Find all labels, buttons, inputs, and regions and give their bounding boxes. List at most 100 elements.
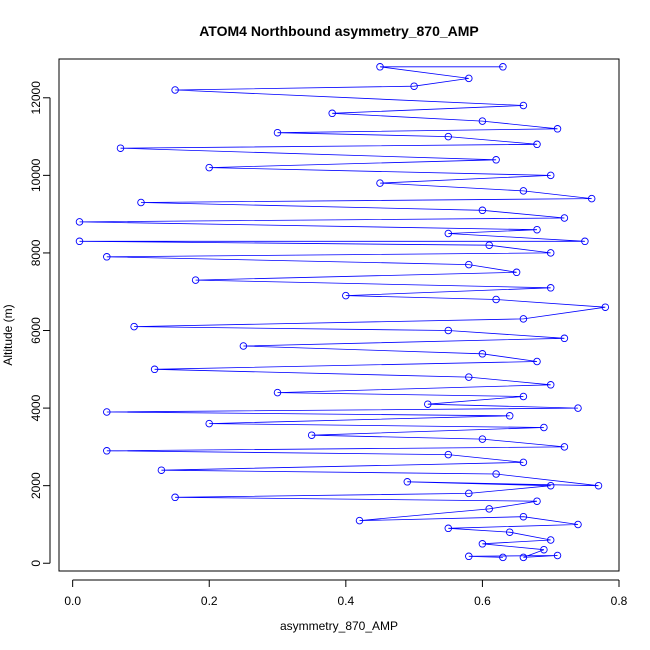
data-point xyxy=(540,423,548,432)
data-point xyxy=(553,551,562,560)
data-point xyxy=(342,291,350,300)
data-point xyxy=(546,536,555,544)
data-point xyxy=(478,117,487,125)
data-point xyxy=(594,481,603,490)
data-point xyxy=(533,225,541,234)
data-point xyxy=(465,552,473,561)
data-point xyxy=(444,132,453,141)
data-point xyxy=(75,237,84,246)
data-point xyxy=(533,357,541,366)
data-point xyxy=(130,322,138,331)
data-point xyxy=(116,144,125,152)
data-point xyxy=(587,194,596,203)
data-point xyxy=(150,365,159,374)
data-point xyxy=(355,516,364,525)
data-point xyxy=(157,466,166,474)
data-point xyxy=(499,63,507,71)
data-point xyxy=(546,481,555,490)
y-tick-label: 0 xyxy=(29,560,43,567)
data-point xyxy=(533,497,541,505)
data-point xyxy=(103,408,111,416)
data-point xyxy=(519,392,528,401)
data-point xyxy=(478,435,487,443)
data-point xyxy=(519,512,528,521)
data-point xyxy=(171,493,179,502)
data-point xyxy=(519,458,528,467)
data-point xyxy=(492,156,500,164)
data-point xyxy=(512,268,521,277)
data-point xyxy=(239,342,248,350)
data-point xyxy=(376,179,384,187)
data-point xyxy=(137,198,145,207)
data-point xyxy=(546,381,555,389)
data-point xyxy=(273,388,282,397)
data-point xyxy=(465,260,473,269)
data-point xyxy=(171,86,179,94)
data-point xyxy=(485,505,493,513)
data-point xyxy=(546,171,555,180)
chart-title: ATOM4 Northbound asymmetry_870_AMP xyxy=(199,23,479,39)
data-point xyxy=(478,206,487,215)
data-point xyxy=(505,528,514,536)
data-point xyxy=(444,229,453,238)
data-point xyxy=(540,545,548,554)
data-point xyxy=(465,489,473,498)
plot-frame xyxy=(58,58,620,572)
data-point xyxy=(560,334,569,343)
series-line xyxy=(79,66,606,558)
data-point xyxy=(553,125,562,133)
data-point xyxy=(444,326,453,335)
data-point xyxy=(273,128,282,137)
data-point xyxy=(533,140,541,149)
data-point xyxy=(75,218,84,226)
x-tick-label: 0.2 xyxy=(201,594,218,608)
data-point xyxy=(519,101,528,110)
data-point xyxy=(478,350,487,358)
data-point xyxy=(410,82,418,90)
data-point xyxy=(328,109,336,118)
y-tick-label: 12000 xyxy=(29,81,43,115)
axes-layer: 0.0 0.2 0.4 0.6 0.8 0 2000 4000 6000 8000 10000 120… xyxy=(29,58,628,608)
x-tick-label: 0.8 xyxy=(611,594,628,608)
data-point xyxy=(376,63,384,71)
data-point xyxy=(444,524,453,533)
data-point xyxy=(519,315,528,323)
data-point xyxy=(581,237,589,246)
data-point xyxy=(574,404,582,412)
data-point xyxy=(546,249,555,257)
y-tick-label: 10000 xyxy=(29,158,43,192)
data-point xyxy=(403,478,412,486)
data-point xyxy=(560,443,569,451)
data-point xyxy=(444,450,453,459)
data-point xyxy=(574,520,582,529)
y-tick-label: 4000 xyxy=(29,394,43,421)
x-axis-label: asymmetry_870_AMP xyxy=(280,619,398,633)
data-point xyxy=(505,412,514,420)
data-point xyxy=(191,276,200,284)
data-point xyxy=(205,419,213,428)
x-tick-label: 0.6 xyxy=(474,594,491,608)
data-point xyxy=(492,470,500,478)
data-point xyxy=(485,241,493,249)
data-layer xyxy=(75,63,610,562)
data-point xyxy=(103,447,111,455)
data-point xyxy=(307,431,316,439)
data-point xyxy=(465,373,473,381)
data-point xyxy=(103,253,111,261)
y-tick-label: 6000 xyxy=(29,317,43,344)
x-tick-label: 0.4 xyxy=(337,594,354,608)
data-point xyxy=(499,553,507,562)
data-point xyxy=(519,553,528,562)
y-tick-label: 2000 xyxy=(29,472,43,499)
data-point xyxy=(601,303,610,311)
data-point xyxy=(478,540,487,548)
y-tick-label: 8000 xyxy=(29,239,43,266)
data-point xyxy=(560,214,569,222)
data-point xyxy=(424,400,432,408)
y-axis-label: Altitude (m) xyxy=(1,304,15,365)
data-point xyxy=(492,295,500,304)
data-point xyxy=(546,284,555,292)
data-point xyxy=(205,163,213,172)
